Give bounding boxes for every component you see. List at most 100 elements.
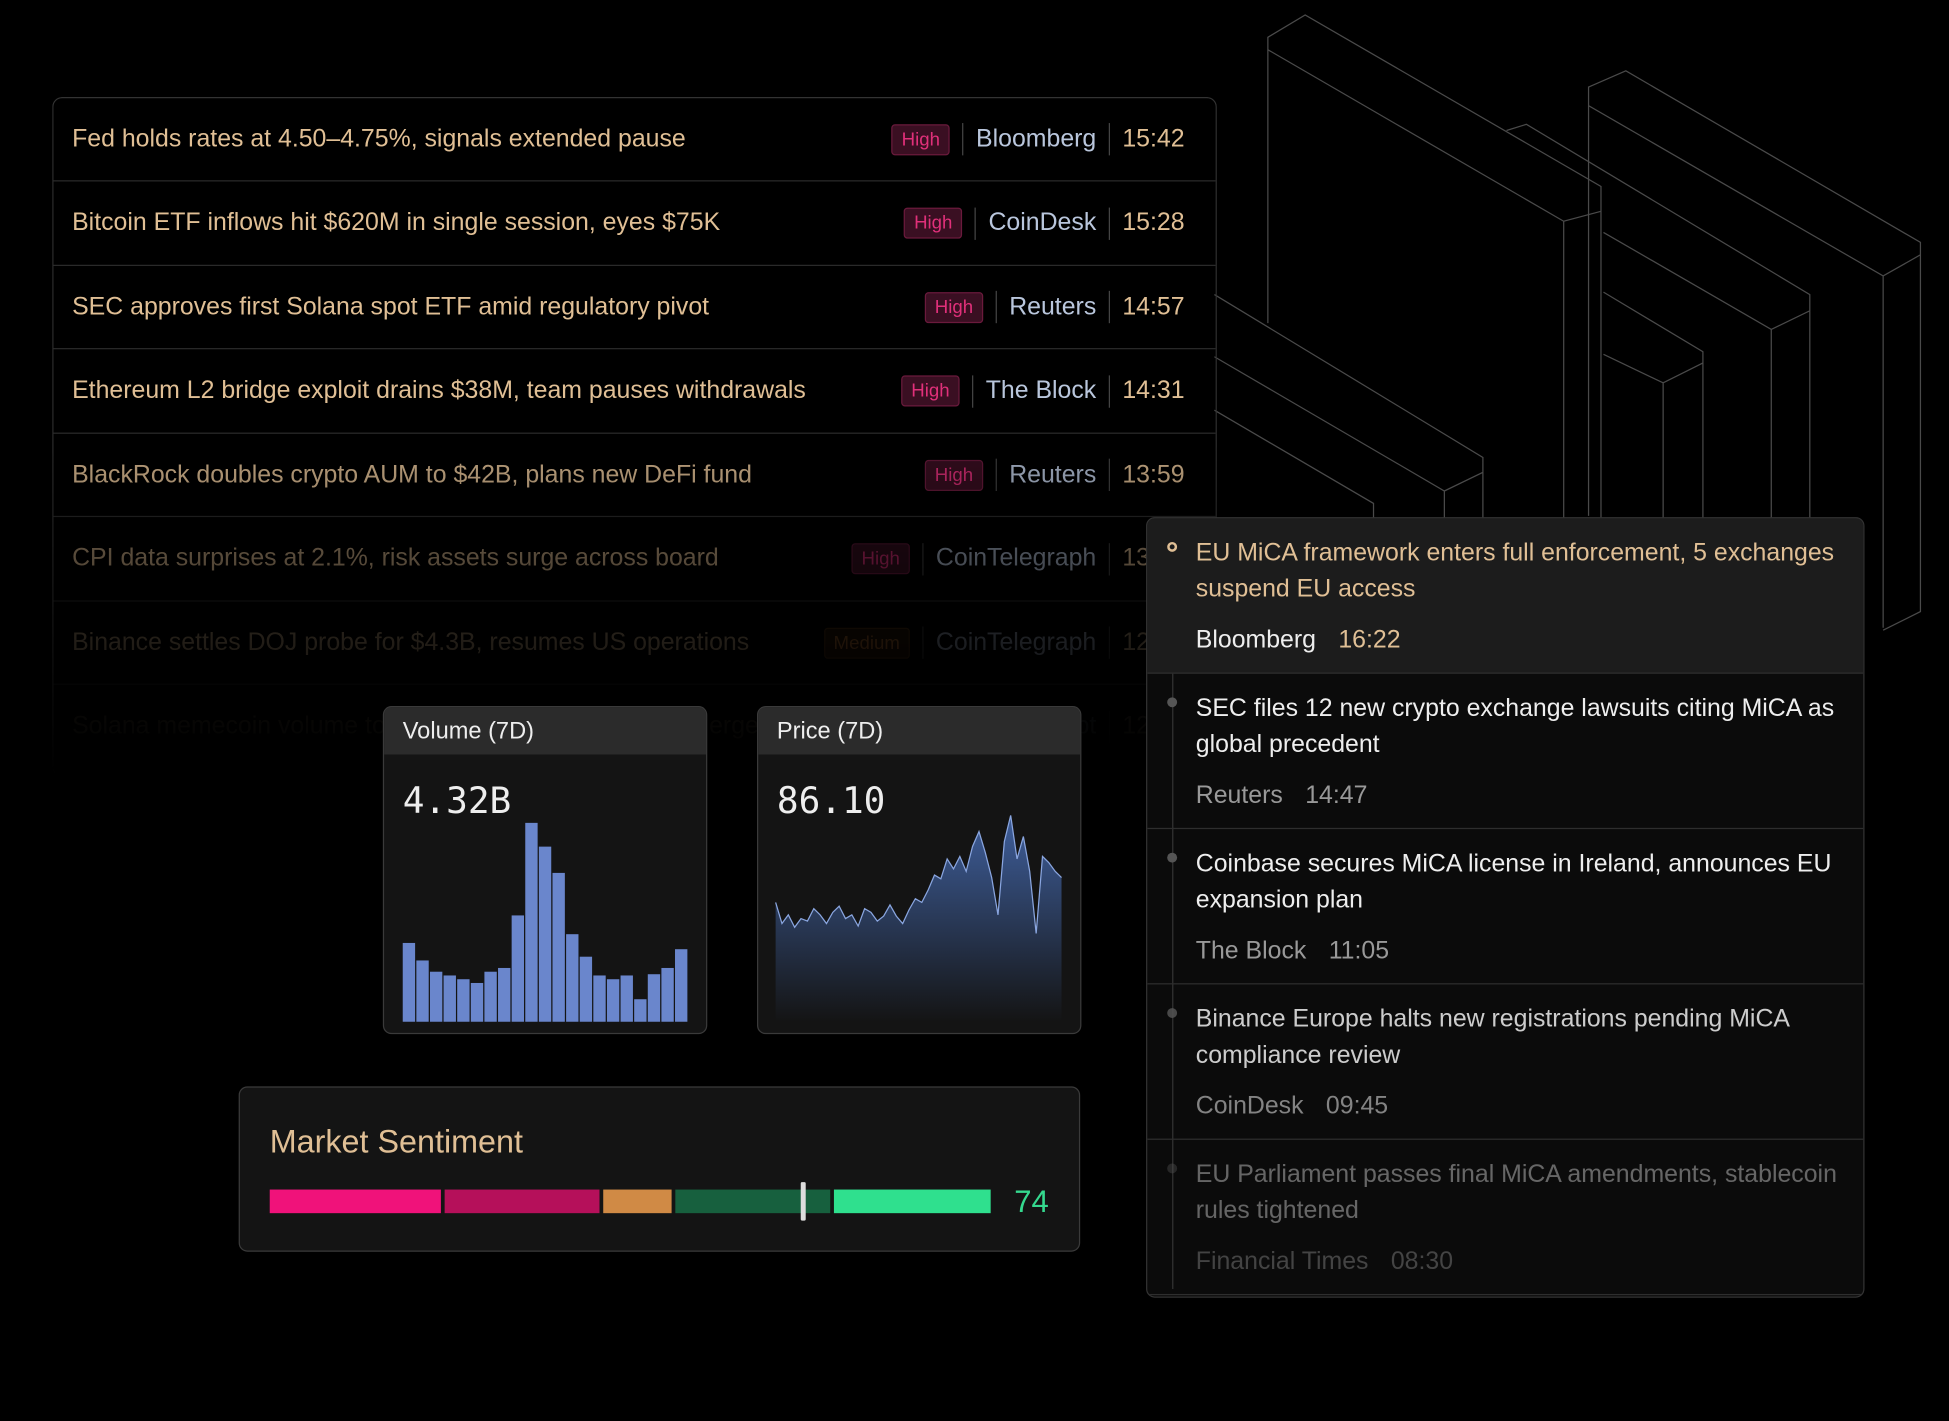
sentiment-value: 74 xyxy=(1014,1184,1049,1219)
priority-badge: High xyxy=(901,375,960,407)
item-content: EU MiCA framework enters full enforcemen… xyxy=(1147,518,1863,672)
item-time: 11:05 xyxy=(1328,937,1390,965)
price-chart xyxy=(775,815,1062,1022)
separator xyxy=(1108,542,1110,575)
separator xyxy=(1108,123,1110,156)
separator xyxy=(1108,710,1110,743)
volume-card: Volume (7D) 4.32B xyxy=(382,706,708,1035)
shape xyxy=(1214,294,1484,523)
headline: Ethereum L2 bridge exploit drains $38M, … xyxy=(72,376,806,404)
separator xyxy=(1108,374,1110,408)
timeline-dot xyxy=(1167,697,1178,708)
headline: SEC approves first Solana spot ETF amid … xyxy=(72,292,710,321)
source: Reuters xyxy=(1009,460,1097,488)
news-row: SEC approves first Solana spot ETF amid … xyxy=(53,266,1216,350)
item-headline: EU Parliament passes final MiCA amendmen… xyxy=(1195,1160,1837,1225)
timeline-item: Coinbase secures MiCA license in Ireland… xyxy=(1147,829,1864,985)
volume-chart xyxy=(402,822,688,1022)
shape xyxy=(1214,409,1375,520)
shape xyxy=(1587,70,1922,631)
sentiment-card: Market Sentiment 74 xyxy=(238,1086,1081,1252)
shape xyxy=(1267,14,1602,523)
timeline-item: Binance Europe halts new registrations p… xyxy=(1147,984,1864,1140)
sentiment-zone xyxy=(675,1189,831,1214)
volume-bar xyxy=(484,971,497,1022)
news-row: CPI data surprises at 2.1%, risk assets … xyxy=(53,518,1216,601)
headline: Binance settles DOJ probe for $4.3B, res… xyxy=(72,628,750,656)
priority-badge: High xyxy=(851,543,910,575)
sentiment-title: Market Sentiment xyxy=(269,1122,523,1160)
time: 14:57 xyxy=(1122,292,1185,321)
separator xyxy=(962,123,964,156)
news-panel: Fed holds rates at 4.50–4.75%, signals e… xyxy=(52,96,1217,777)
priority-badge: High xyxy=(891,123,950,155)
item-meta: Bloomberg 16:22 xyxy=(1196,626,1401,655)
sentiment-zone xyxy=(444,1189,600,1214)
shape xyxy=(1506,123,1811,523)
timeline-item: EU Parliament passes final MiCA amendmen… xyxy=(1147,1140,1864,1296)
source: Reuters xyxy=(1009,292,1097,321)
sentiment-bar: 74 xyxy=(269,1182,1049,1221)
volume-bar xyxy=(634,999,647,1022)
timeline-dot xyxy=(1167,1163,1178,1174)
separator xyxy=(922,626,924,659)
volume-bar xyxy=(498,967,511,1022)
volume-bar xyxy=(647,974,661,1022)
separator xyxy=(1108,626,1110,659)
item-time: 08:30 xyxy=(1390,1247,1454,1276)
volume-bar xyxy=(593,975,606,1022)
volume-bar xyxy=(675,949,688,1022)
volume-bar xyxy=(620,975,633,1022)
news-row: Ethereum L2 bridge exploit drains $38M, … xyxy=(53,350,1216,434)
headline: BlackRock doubles crypto AUM to $42B, pl… xyxy=(72,460,752,488)
separator xyxy=(974,206,977,240)
item-source: Bloomberg xyxy=(1195,626,1316,654)
item-time: 16:22 xyxy=(1338,626,1401,654)
separator xyxy=(1108,206,1110,240)
time: 15:42 xyxy=(1122,124,1185,153)
sentiment-zone xyxy=(833,1189,991,1214)
volume-bar xyxy=(606,979,620,1022)
separator xyxy=(995,458,997,491)
item-source: Financial Times xyxy=(1195,1247,1369,1276)
sentiment-marker xyxy=(800,1182,806,1221)
news-row: BlackRock doubles crypto AUM to $42B, pl… xyxy=(53,434,1216,518)
headline: CPI data surprises at 2.1%, risk assets … xyxy=(72,544,719,572)
shape xyxy=(1603,291,1704,523)
volume-bar xyxy=(566,934,579,1022)
item-content: Binance Europe halts new registrations p… xyxy=(1147,984,1863,1138)
item-content: SEC files 12 new crypto exchange lawsuit… xyxy=(1147,674,1863,828)
headline: Fed holds rates at 4.50–4.75%, signals e… xyxy=(72,124,686,153)
card-title: Volume (7D) xyxy=(384,707,707,755)
timeline-dot xyxy=(1167,541,1178,552)
timeline-line xyxy=(1172,543,1174,1289)
price-card: Price (7D) 86.10 xyxy=(756,706,1082,1035)
volume-bar xyxy=(416,960,429,1022)
volume-bar xyxy=(579,956,593,1022)
item-content: Coinbase secures MiCA license in Ireland… xyxy=(1147,829,1863,983)
volume-bar xyxy=(457,979,470,1022)
item-source: Reuters xyxy=(1195,781,1283,810)
volume-bar xyxy=(470,982,484,1022)
timeline-dot xyxy=(1167,1008,1178,1019)
time: 13:59 xyxy=(1122,460,1185,488)
card-value: 86.10 xyxy=(776,779,886,822)
volume-bar xyxy=(525,822,538,1022)
item-meta: Financial Times 08:30 xyxy=(1196,1248,1453,1277)
timeline-item: SEC files 12 new crypto exchange lawsuit… xyxy=(1147,674,1864,830)
item-content: EU Parliament passes final MiCA amendmen… xyxy=(1147,1140,1863,1294)
sentiment-zone xyxy=(269,1189,441,1214)
time: 15:28 xyxy=(1122,208,1185,237)
item-source: The Block xyxy=(1195,937,1307,965)
item-headline: Binance Europe halts new registrations p… xyxy=(1195,1005,1789,1069)
headline: Bitcoin ETF inflows hit $620M in single … xyxy=(72,208,721,237)
separator xyxy=(995,290,997,324)
price-area xyxy=(775,815,1062,1022)
news-row: Binance settles DOJ probe for $4.3B, res… xyxy=(53,602,1216,685)
volume-bar xyxy=(402,942,416,1022)
source: CoinTelegraph xyxy=(935,628,1097,656)
separator xyxy=(972,374,974,408)
priority-badge: High xyxy=(924,459,984,491)
